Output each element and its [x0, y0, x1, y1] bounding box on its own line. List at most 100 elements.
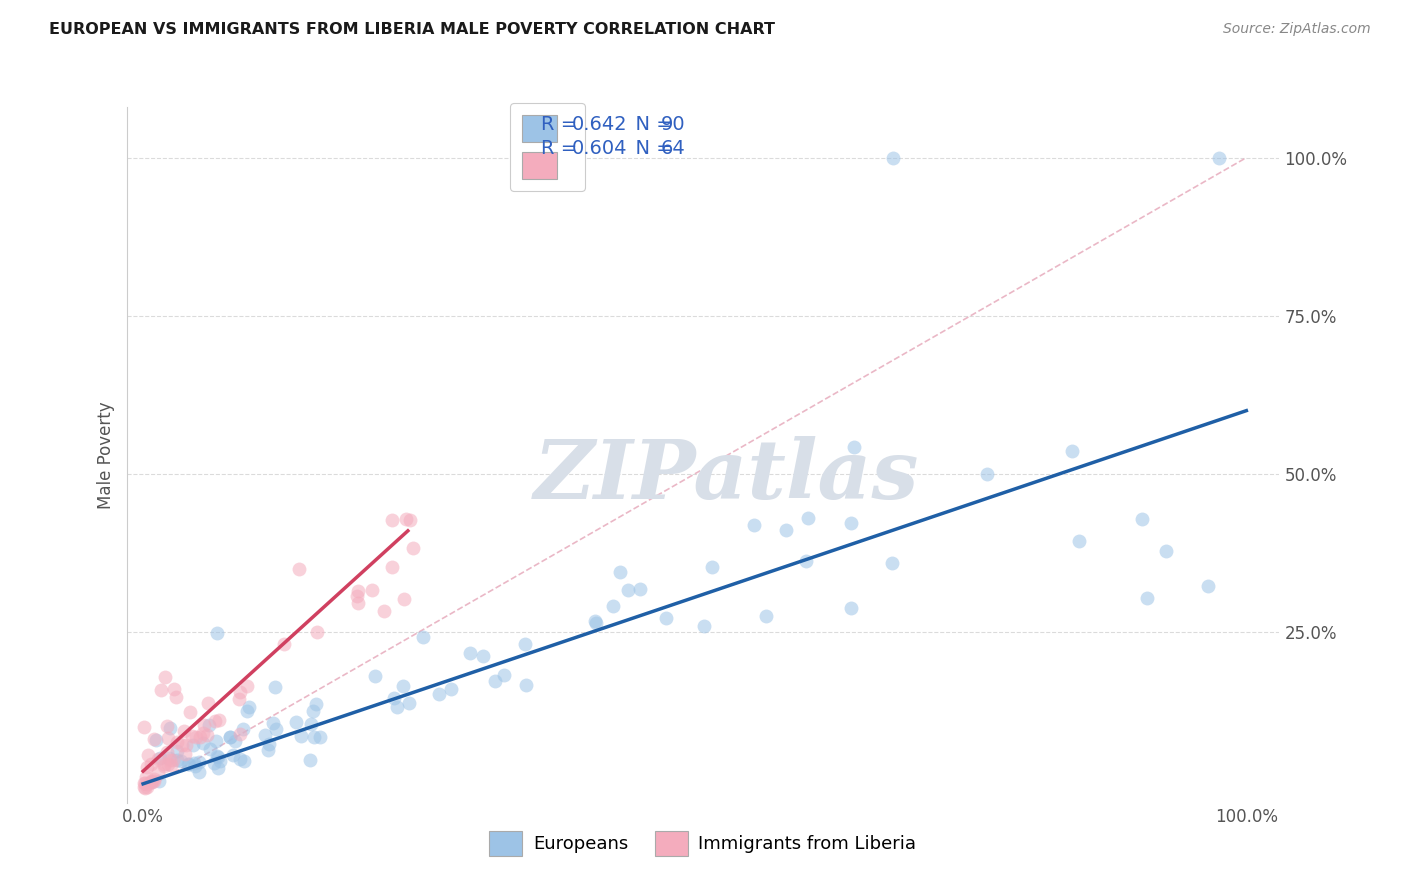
Point	[207, 750, 229, 764]
Point	[609, 566, 631, 580]
Point	[700, 560, 723, 574]
Point	[628, 582, 651, 596]
Point	[346, 589, 368, 603]
Point	[299, 753, 322, 767]
Point	[153, 759, 176, 773]
Point	[224, 734, 246, 748]
Point	[139, 757, 162, 772]
Point	[882, 151, 904, 165]
Point	[880, 556, 903, 570]
Point	[301, 705, 323, 719]
Point	[440, 681, 463, 696]
Point	[302, 730, 325, 744]
Point	[1130, 512, 1153, 526]
Point	[257, 737, 280, 751]
Point	[173, 724, 195, 739]
Point	[232, 722, 254, 736]
Point	[208, 713, 231, 727]
Point	[655, 611, 678, 625]
Point	[162, 753, 184, 767]
Point	[198, 717, 221, 731]
Point	[839, 516, 862, 531]
Point	[142, 774, 165, 789]
Point	[392, 679, 415, 693]
Point	[222, 748, 245, 763]
Point	[236, 705, 259, 719]
Point	[184, 730, 207, 744]
Point	[163, 681, 186, 696]
Point	[183, 758, 205, 772]
Point	[219, 731, 242, 745]
Point	[136, 748, 159, 763]
Point	[149, 751, 172, 765]
Text: 90: 90	[661, 115, 686, 135]
Point	[254, 728, 277, 742]
Point	[219, 730, 242, 744]
Point	[399, 512, 422, 526]
Text: N =: N =	[623, 115, 679, 135]
Point	[134, 780, 156, 795]
Point	[134, 780, 156, 795]
Point	[193, 717, 215, 731]
Point	[364, 669, 387, 683]
Point	[181, 729, 204, 743]
Point	[373, 604, 395, 618]
Point	[191, 736, 214, 750]
Point	[142, 732, 165, 747]
Point	[142, 772, 165, 786]
Point	[794, 554, 817, 568]
Point	[381, 560, 404, 574]
Point	[228, 692, 250, 706]
Point	[429, 687, 451, 701]
Point	[1197, 579, 1219, 593]
Point	[202, 756, 225, 770]
Point	[382, 690, 405, 705]
Text: 64: 64	[661, 139, 686, 159]
Point	[290, 729, 312, 743]
Point	[195, 727, 218, 741]
Point	[307, 624, 329, 639]
Point	[179, 705, 201, 719]
Point	[266, 722, 288, 736]
Point	[166, 753, 188, 767]
Text: R =: R =	[541, 139, 583, 159]
Point	[204, 714, 226, 729]
Point	[174, 738, 197, 752]
Y-axis label: Male Poverty: Male Poverty	[97, 401, 115, 508]
Point	[159, 721, 181, 735]
Point	[156, 745, 179, 759]
Point	[208, 754, 231, 768]
Point	[197, 697, 219, 711]
Point	[395, 512, 418, 526]
Point	[1067, 534, 1090, 549]
Point	[402, 541, 425, 555]
Point	[742, 518, 765, 533]
Point	[229, 685, 252, 699]
Point	[236, 679, 259, 693]
Point	[187, 755, 209, 769]
Point	[205, 749, 228, 764]
Point	[842, 440, 865, 454]
Text: N =: N =	[623, 139, 679, 159]
Point	[484, 674, 506, 689]
Point	[160, 757, 183, 772]
Point	[387, 700, 409, 714]
Point	[284, 714, 307, 729]
Point	[159, 753, 181, 767]
Point	[150, 682, 173, 697]
Point	[381, 513, 404, 527]
Point	[134, 776, 156, 790]
Point	[515, 678, 537, 692]
Point	[583, 614, 606, 628]
Point	[166, 735, 188, 749]
Point	[472, 649, 495, 664]
Point	[797, 510, 820, 524]
Point	[165, 690, 187, 704]
Point	[141, 775, 163, 789]
Point	[305, 697, 328, 711]
Point	[257, 743, 280, 757]
Point	[1208, 151, 1230, 165]
Point	[238, 700, 260, 714]
Point	[229, 727, 252, 741]
Point	[412, 631, 434, 645]
